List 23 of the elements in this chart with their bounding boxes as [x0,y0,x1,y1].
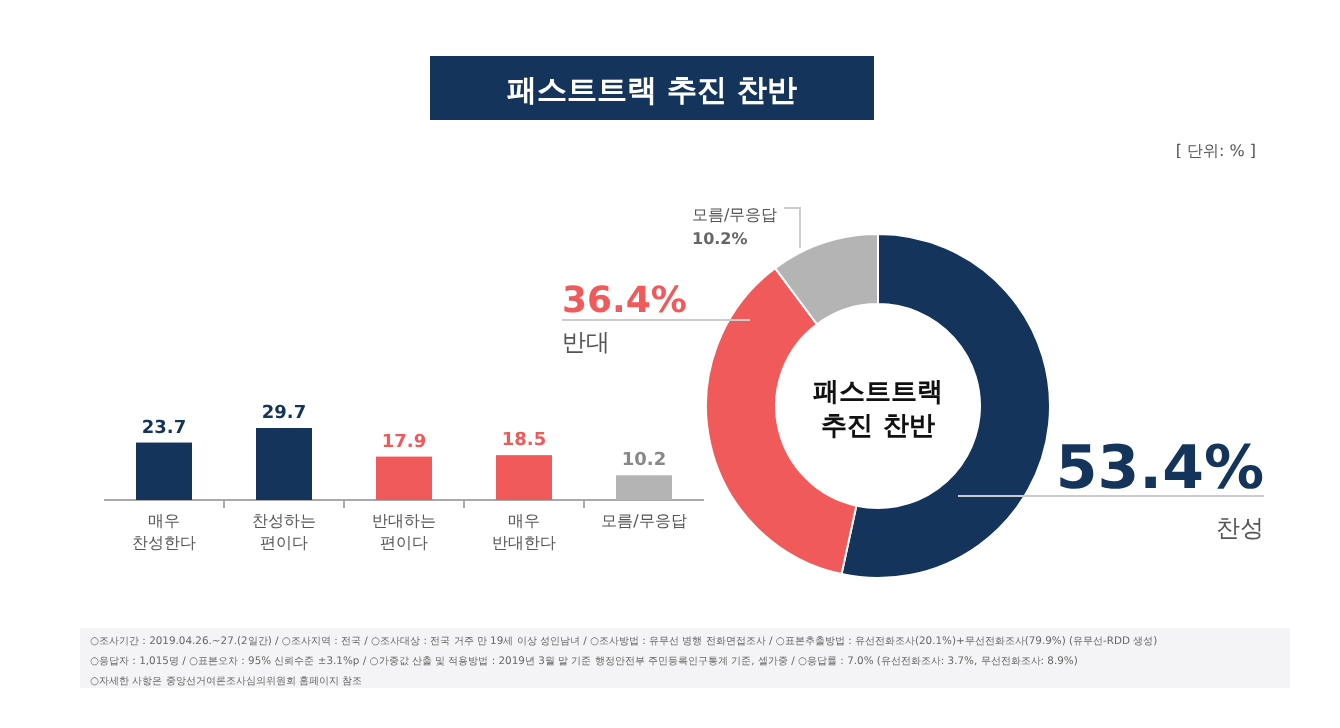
x-tick-label: 찬성하는 편이다 [252,512,316,552]
text: 패스트트랙 추진 찬반 [813,378,943,442]
chart-title: 패스트트랙 추진 찬반 [506,72,798,108]
x-tick-label: 매우 반대한다 [492,512,556,552]
data-label: 17.9 [381,432,427,453]
x-tick-label: 반대하는 편이다 [372,512,436,552]
data-label: 29.7 [261,404,307,424]
slice-label: 찬성 [1216,514,1264,542]
slice-label: 모름/무응답 [692,206,778,224]
bar [376,456,432,500]
data-label: 36.4% [562,280,687,322]
text: [ 단위: % ] [1175,142,1256,160]
x-tick-label: 매우 찬성한다 [132,512,196,552]
bar [256,428,312,500]
x-tick-label: 모름/무응답 [601,512,687,530]
slice-label: 반대 [562,328,610,356]
data-label: 10.2% [692,230,748,248]
data-label: 53.4% [1055,434,1264,504]
bar [496,455,552,500]
data-label: 18.5 [501,431,547,452]
data-label: 23.7 [141,418,187,439]
bar [136,442,192,500]
data-label: 10.2 [621,451,667,472]
